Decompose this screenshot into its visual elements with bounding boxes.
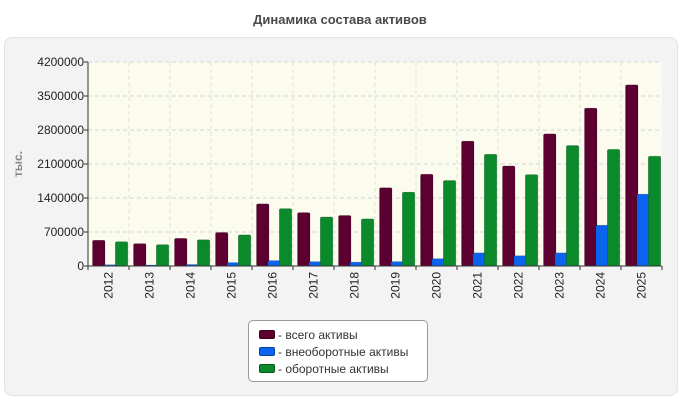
bar-current-assets: [319, 216, 334, 267]
x-tick-label: 2021: [471, 272, 485, 299]
x-tick-label: 2025: [635, 272, 649, 299]
bar-current-assets: [647, 155, 662, 267]
bar-non-current-assets: [472, 252, 486, 267]
bar-current-assets: [606, 149, 621, 267]
y-tick-label: 0: [77, 259, 84, 273]
bar-current-assets: [401, 191, 416, 267]
y-tick-label: 4200000: [37, 55, 84, 69]
bar-total-assets: [297, 212, 311, 267]
x-tick-label: 2019: [389, 272, 403, 299]
legend-swatch-total-assets: [259, 330, 275, 339]
bar-current-assets: [238, 234, 252, 267]
x-tick-label: 2017: [307, 272, 321, 299]
bar-current-assets: [197, 239, 211, 267]
legend-item-total-assets: - всего активы: [259, 326, 427, 343]
legend-item-non-current-assets: - внеоборотные активы: [259, 343, 427, 360]
legend-swatch-non-current-assets: [259, 347, 275, 356]
x-tick-label: 2023: [553, 272, 567, 299]
y-tick-label: 3500000: [37, 89, 84, 103]
bar-non-current-assets: [267, 260, 281, 267]
legend-swatch-current-assets: [259, 364, 275, 373]
bar-total-assets: [215, 232, 229, 267]
y-tick-label: 2100000: [37, 157, 84, 171]
y-tick-label: 700000: [44, 225, 84, 239]
bar-non-current-assets: [595, 224, 609, 267]
x-tick-label: 2016: [266, 272, 280, 299]
bar-current-assets: [524, 174, 539, 267]
bar-total-assets: [461, 140, 475, 267]
bar-total-assets: [338, 215, 352, 267]
bar-non-current-assets: [636, 193, 650, 267]
x-tick-label: 2022: [512, 272, 526, 299]
bar-total-assets: [174, 238, 188, 267]
bar-current-assets: [442, 180, 457, 267]
x-tick-label: 2015: [225, 272, 239, 299]
bar-current-assets: [565, 145, 580, 267]
bar-non-current-assets: [349, 261, 363, 267]
bar-non-current-assets: [390, 261, 404, 267]
legend-label-current-assets: - оборотные активы: [278, 361, 389, 376]
x-tick-label: 2013: [143, 272, 157, 299]
legend-item-current-assets: - оборотные активы: [259, 360, 427, 377]
y-tick-label: 1400000: [37, 191, 84, 205]
x-tick-label: 2018: [348, 272, 362, 299]
bar-total-assets: [256, 203, 270, 267]
bar-total-assets: [584, 107, 598, 267]
chart-title: Динамика состава активов: [253, 12, 427, 27]
bar-non-current-assets: [513, 255, 527, 267]
bar-total-assets: [543, 133, 557, 267]
bar-non-current-assets: [226, 262, 240, 267]
bar-current-assets: [156, 244, 170, 267]
bar-non-current-assets: [308, 261, 322, 267]
bar-current-assets: [115, 241, 129, 267]
chart-legend: - всего активы - внеоборотные активы - о…: [248, 320, 428, 382]
bar-total-assets: [420, 173, 434, 267]
bar-total-assets: [625, 84, 639, 267]
bar-current-assets: [360, 218, 375, 267]
bar-total-assets: [133, 243, 147, 267]
x-tick-label: 2014: [184, 272, 198, 299]
y-axis-label: тыс.: [11, 151, 25, 177]
bar-total-assets: [92, 239, 106, 267]
legend-label-non-current-assets: - внеоборотные активы: [278, 344, 409, 359]
x-tick-label: 2012: [102, 272, 116, 299]
bar-current-assets: [483, 153, 498, 267]
bar-current-assets: [278, 208, 293, 267]
bar-non-current-assets: [554, 252, 568, 267]
x-tick-label: 2024: [594, 272, 608, 299]
bar-total-assets: [379, 187, 393, 267]
bar-total-assets: [502, 165, 516, 267]
x-tick-label: 2020: [430, 272, 444, 299]
legend-label-total-assets: - всего активы: [278, 327, 358, 342]
bar-non-current-assets: [431, 258, 445, 267]
y-tick-label: 2800000: [37, 123, 84, 137]
